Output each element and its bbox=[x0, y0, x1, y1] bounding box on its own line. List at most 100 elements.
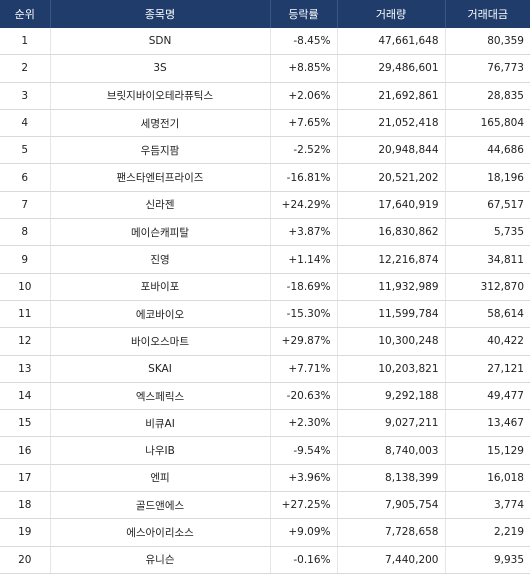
rank-cell: 20 bbox=[0, 546, 50, 574]
change-rate-cell: +8.85% bbox=[269, 54, 337, 83]
stock-name-cell: 엑스페릭스 bbox=[49, 382, 270, 411]
trade-value-cell: 18,196 bbox=[444, 163, 530, 192]
volume-cell: 10,300,248 bbox=[336, 327, 445, 356]
table-row: 14 엑스페릭스 -20.63% 9,292,188 49,477 bbox=[0, 382, 530, 411]
change-rate-cell: +3.87% bbox=[269, 218, 337, 247]
change-rate-cell: -15.30% bbox=[269, 300, 337, 329]
stock-name-cell: 신라젠 bbox=[49, 191, 270, 220]
rank-cell: 2 bbox=[0, 54, 50, 83]
trade-value-cell: 58,614 bbox=[444, 300, 530, 329]
table-row: 7 신라젠 +24.29% 17,640,919 67,517 bbox=[0, 191, 530, 220]
table-row: 17 엔피 +3.96% 8,138,399 16,018 bbox=[0, 464, 530, 493]
rank-cell: 11 bbox=[0, 300, 50, 329]
trade-value-cell: 5,735 bbox=[444, 218, 530, 247]
header-trade-value: 거래대금 bbox=[445, 0, 530, 28]
change-rate-cell: +29.87% bbox=[269, 327, 337, 356]
trade-value-cell: 16,018 bbox=[444, 464, 530, 493]
trade-value-cell: 3,774 bbox=[444, 491, 530, 520]
change-rate-cell: +3.96% bbox=[269, 464, 337, 493]
table-row: 4 세명전기 +7.65% 21,052,418 165,804 bbox=[0, 109, 530, 138]
rank-cell: 17 bbox=[0, 464, 50, 493]
change-rate-cell: +9.09% bbox=[269, 518, 337, 547]
trade-value-cell: 76,773 bbox=[444, 54, 530, 83]
change-rate-cell: -16.81% bbox=[269, 163, 337, 192]
trade-value-cell: 34,811 bbox=[444, 245, 530, 274]
table-row: 16 나우IB -9.54% 8,740,003 15,129 bbox=[0, 436, 530, 465]
volume-cell: 21,052,418 bbox=[336, 109, 445, 138]
trade-value-cell: 15,129 bbox=[444, 436, 530, 465]
trade-value-cell: 67,517 bbox=[444, 191, 530, 220]
trade-value-cell: 49,477 bbox=[444, 382, 530, 411]
stock-name-cell: 유니슨 bbox=[49, 546, 270, 574]
stock-name-cell: 포바이포 bbox=[49, 273, 270, 301]
volume-cell: 20,521,202 bbox=[336, 163, 445, 192]
rank-cell: 7 bbox=[0, 191, 50, 220]
volume-cell: 10,203,821 bbox=[336, 355, 445, 383]
rank-cell: 16 bbox=[0, 436, 50, 465]
table-body: 1 SDN -8.45% 47,661,648 80,359 2 3S +8.85% 29,48… bbox=[0, 28, 530, 574]
header-stock-name: 종목명 bbox=[50, 0, 271, 28]
rank-cell: 13 bbox=[0, 355, 50, 383]
table-header: 순위 종목명 등락률 거래량 거래대금 bbox=[0, 0, 530, 28]
volume-cell: 11,932,989 bbox=[336, 273, 445, 301]
table-row: 15 비큐AI +2.30% 9,027,211 13,467 bbox=[0, 409, 530, 438]
volume-cell: 9,292,188 bbox=[336, 382, 445, 411]
rank-cell: 3 bbox=[0, 82, 50, 110]
change-rate-cell: +2.30% bbox=[269, 409, 337, 438]
stock-name-cell: 엔피 bbox=[49, 464, 270, 493]
header-change-rate: 등락률 bbox=[270, 0, 338, 28]
change-rate-cell: +7.65% bbox=[269, 109, 337, 138]
volume-cell: 7,728,658 bbox=[336, 518, 445, 547]
rank-cell: 14 bbox=[0, 382, 50, 411]
table-row: 6 팬스타엔터프라이즈 -16.81% 20,521,202 18,196 bbox=[0, 163, 530, 192]
rank-cell: 15 bbox=[0, 409, 50, 438]
rank-cell: 6 bbox=[0, 163, 50, 192]
stock-name-cell: 나우IB bbox=[49, 436, 270, 465]
table-row: 19 에스아이리소스 +9.09% 7,728,658 2,219 bbox=[0, 518, 530, 547]
volume-cell: 7,905,754 bbox=[336, 491, 445, 520]
stock-name-cell: 세명전기 bbox=[49, 109, 270, 138]
change-rate-cell: -9.54% bbox=[269, 436, 337, 465]
rank-cell: 8 bbox=[0, 218, 50, 247]
table-row: 11 에코바이오 -15.30% 11,599,784 58,614 bbox=[0, 300, 530, 329]
table-row: 10 포바이포 -18.69% 11,932,989 312,870 bbox=[0, 273, 530, 301]
change-rate-cell: +7.71% bbox=[269, 355, 337, 383]
table-row: 13 SKAI +7.71% 10,203,821 27,121 bbox=[0, 355, 530, 383]
rank-cell: 4 bbox=[0, 109, 50, 138]
stock-name-cell: 팬스타엔터프라이즈 bbox=[49, 163, 270, 192]
volume-cell: 8,138,399 bbox=[336, 464, 445, 493]
trade-value-cell: 28,835 bbox=[444, 82, 530, 110]
trade-value-cell: 44,686 bbox=[444, 136, 530, 165]
table-row: 12 바이오스마트 +29.87% 10,300,248 40,422 bbox=[0, 327, 530, 356]
trade-value-cell: 27,121 bbox=[444, 355, 530, 383]
stock-name-cell: SKAI bbox=[49, 355, 270, 383]
table-row: 5 우듬지팜 -2.52% 20,948,844 44,686 bbox=[0, 136, 530, 165]
trade-value-cell: 13,467 bbox=[444, 409, 530, 438]
change-rate-cell: +1.14% bbox=[269, 245, 337, 274]
rank-cell: 10 bbox=[0, 273, 50, 301]
volume-cell: 12,216,874 bbox=[336, 245, 445, 274]
stock-name-cell: 골드앤에스 bbox=[49, 491, 270, 520]
table-row: 9 진영 +1.14% 12,216,874 34,811 bbox=[0, 245, 530, 274]
volume-cell: 20,948,844 bbox=[336, 136, 445, 165]
stock-name-cell: 에코바이오 bbox=[49, 300, 270, 329]
stock-name-cell: SDN bbox=[49, 28, 270, 56]
table-row: 3 브릿지바이오테라퓨틱스 +2.06% 21,692,861 28,835 bbox=[0, 82, 530, 110]
stock-name-cell: 3S bbox=[49, 54, 270, 83]
trade-value-cell: 40,422 bbox=[444, 327, 530, 356]
change-rate-cell: -18.69% bbox=[269, 273, 337, 301]
volume-cell: 47,661,648 bbox=[336, 28, 445, 56]
stock-name-cell: 바이오스마트 bbox=[49, 327, 270, 356]
volume-cell: 29,486,601 bbox=[336, 54, 445, 83]
rank-cell: 19 bbox=[0, 518, 50, 547]
trade-value-cell: 165,804 bbox=[444, 109, 530, 138]
volume-cell: 11,599,784 bbox=[336, 300, 445, 329]
volume-cell: 21,692,861 bbox=[336, 82, 445, 110]
rank-cell: 5 bbox=[0, 136, 50, 165]
table-row: 8 메이슨캐피탈 +3.87% 16,830,862 5,735 bbox=[0, 218, 530, 247]
trade-value-cell: 2,219 bbox=[444, 518, 530, 547]
table-row: 1 SDN -8.45% 47,661,648 80,359 bbox=[0, 28, 530, 56]
change-rate-cell: -8.45% bbox=[269, 28, 337, 56]
change-rate-cell: -0.16% bbox=[269, 546, 337, 574]
